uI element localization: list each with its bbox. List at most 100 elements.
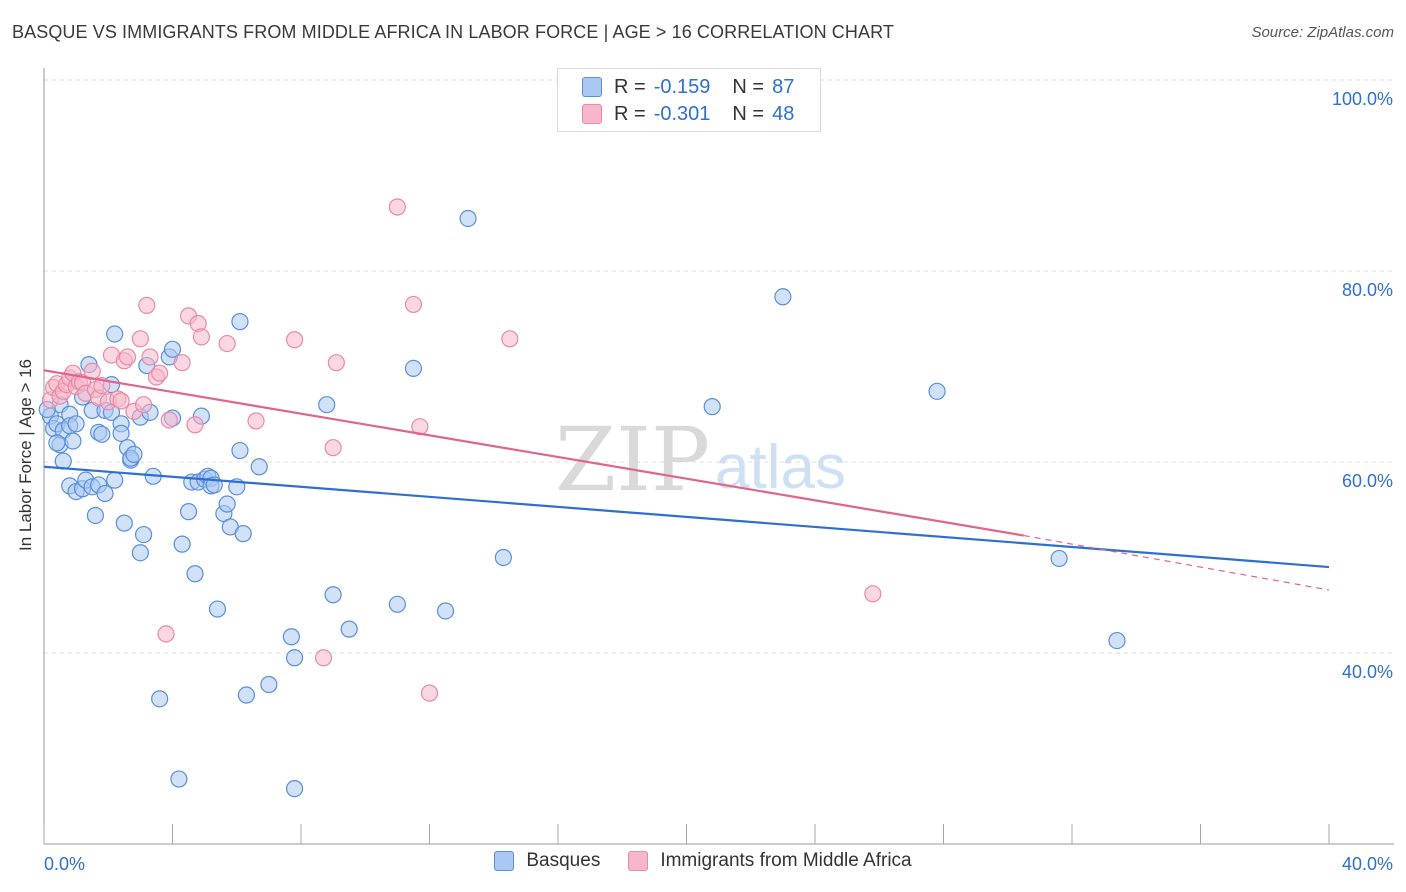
middle-africa-point	[141, 348, 159, 366]
n-value: 87	[772, 75, 795, 98]
series-legend: Basques Immigrants from Middle Africa	[0, 850, 1406, 872]
basques-point	[86, 506, 105, 525]
basques-point	[260, 675, 278, 694]
basques-point	[459, 209, 477, 228]
stats-legend-row-basques: R = -0.159 N = 87	[582, 75, 794, 99]
basques-point	[151, 690, 169, 708]
basques-point	[208, 600, 227, 618]
basques-point	[928, 382, 946, 400]
middle-africa-point	[327, 354, 345, 372]
middle-africa-point	[157, 625, 175, 643]
basques-point	[1108, 631, 1126, 650]
basques-point	[115, 514, 133, 532]
middle-africa-point	[285, 331, 304, 349]
basques-point	[106, 325, 124, 343]
middle-africa-point	[151, 364, 169, 382]
basques-swatch	[582, 77, 602, 97]
y-tick-label: 60.0%	[1342, 471, 1393, 491]
y-tick-label: 40.0%	[1342, 662, 1393, 682]
middle-africa-point	[218, 334, 236, 353]
middle-africa-point	[420, 684, 439, 702]
legend-item-middle-africa: Immigrants from Middle Africa	[628, 850, 912, 872]
middle-africa-point	[864, 585, 882, 603]
chart-source: Source: ZipAtlas.com	[1251, 24, 1394, 41]
middle-africa-point	[388, 198, 406, 216]
basques-point	[231, 313, 249, 331]
y-tick-label: 100.0%	[1332, 89, 1393, 109]
basques-point	[436, 602, 455, 620]
r-label: R =	[614, 75, 646, 98]
stats-legend: R = -0.159 N = 87 R = -0.301 N = 48	[557, 68, 821, 132]
basques-point	[186, 565, 204, 583]
basques-point	[106, 471, 124, 489]
basques-point	[285, 649, 304, 667]
r-value: -0.159	[653, 75, 711, 98]
middle-africa-trend-extension	[1023, 534, 1330, 591]
basques-point	[703, 398, 721, 416]
basques-point	[96, 484, 114, 503]
r-label: R =	[614, 102, 646, 125]
middle-africa-point	[501, 330, 519, 348]
basques-point	[67, 415, 85, 433]
y-tick-label: 80.0%	[1342, 280, 1393, 300]
basques-point	[388, 595, 406, 613]
middle-africa-point	[138, 296, 156, 314]
r-value: -0.301	[653, 102, 711, 125]
basques-point	[48, 434, 66, 452]
basques-point	[404, 359, 423, 378]
middle-africa-point	[314, 649, 333, 667]
middle-africa-point	[112, 392, 130, 410]
basques-point	[324, 586, 342, 604]
basques-point	[237, 686, 255, 704]
middle-africa-swatch	[628, 851, 649, 871]
basques-point	[131, 544, 149, 562]
basques-point	[134, 525, 153, 544]
middle-africa-point	[118, 348, 137, 366]
basques-point	[234, 525, 252, 543]
basques-trend-line	[43, 465, 1330, 569]
basques-point	[494, 548, 512, 567]
basques-point	[179, 503, 198, 521]
basques-point	[285, 780, 304, 798]
middle-africa-point	[247, 412, 265, 430]
legend-label-middle-africa: Immigrants from Middle Africa	[660, 850, 912, 871]
watermark-zip: ZIP	[555, 408, 710, 511]
basques-point	[282, 628, 300, 646]
stats-legend-row-middle-africa: R = -0.301 N = 48	[582, 102, 794, 126]
middle-africa-point	[324, 439, 342, 457]
middle-africa-point	[186, 416, 204, 434]
basques-point	[54, 452, 72, 470]
legend-label-basques: Basques	[526, 850, 601, 871]
basques-point	[163, 340, 182, 358]
basques-swatch	[494, 851, 515, 871]
basques-point	[774, 288, 792, 306]
basques-point	[340, 620, 358, 638]
middle-africa-point	[131, 330, 149, 348]
legend-item-basques: Basques	[494, 850, 600, 872]
middle-africa-trend-line	[43, 369, 1024, 537]
basques-point	[125, 445, 143, 463]
basques-point	[170, 770, 188, 788]
watermark-atlas: atlas	[715, 433, 846, 502]
basques-point	[218, 495, 236, 513]
middle-africa-swatch	[582, 104, 602, 124]
n-label: N =	[732, 75, 765, 98]
x-tick-label: 0.0%	[44, 854, 85, 874]
basques-point	[250, 458, 268, 476]
x-tick-label: 40.0%	[1342, 854, 1393, 874]
basques-point	[93, 425, 111, 443]
middle-africa-point	[173, 354, 191, 372]
middle-africa-point	[134, 396, 153, 414]
basques-point	[64, 432, 82, 450]
n-value: 48	[772, 102, 795, 125]
basques-point	[173, 535, 191, 553]
chart-title: BASQUE VS IMMIGRANTS FROM MIDDLE AFRICA …	[12, 22, 894, 42]
n-label: N =	[732, 102, 765, 125]
basques-point	[318, 396, 336, 414]
basques-point	[231, 441, 249, 460]
middle-africa-point	[192, 328, 211, 346]
middle-africa-point	[160, 411, 178, 429]
basques-point	[112, 424, 130, 442]
basques-point	[1050, 549, 1068, 568]
